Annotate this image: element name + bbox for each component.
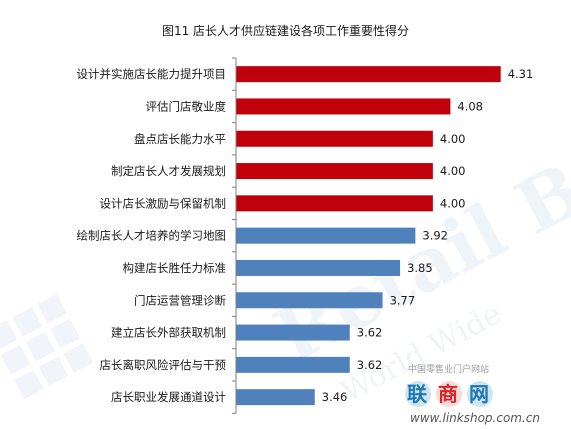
bars bbox=[236, 66, 501, 406]
value-label: 3.46 bbox=[322, 390, 348, 404]
category-label: 制定店长人才发展规划 bbox=[111, 164, 226, 178]
linkshop-logo-char-2: 商 bbox=[438, 382, 458, 406]
value-label: 3.62 bbox=[357, 326, 383, 340]
category-label: 设计店长激励与保留机制 bbox=[100, 196, 227, 210]
category-label: 建立店长外部获取机制 bbox=[111, 326, 226, 340]
category-label: 店长离职风险评估与干预 bbox=[100, 358, 227, 372]
value-label: 3.92 bbox=[422, 229, 448, 243]
bar bbox=[236, 259, 401, 276]
y-axis-ticks bbox=[232, 57, 236, 414]
value-label: 3.77 bbox=[390, 293, 416, 307]
linkshop-logo-char-3: 网 bbox=[469, 382, 489, 406]
bar bbox=[236, 389, 315, 406]
bar bbox=[236, 66, 501, 83]
value-label: 4.00 bbox=[440, 164, 466, 178]
value-labels: 4.31 4.08 4.00 4.00 4.00 3.92 3.85 3.77 3.62 3.62… bbox=[322, 67, 534, 404]
bar bbox=[236, 324, 350, 341]
bar bbox=[236, 98, 451, 115]
bar bbox=[236, 195, 433, 212]
bar bbox=[236, 227, 416, 244]
category-label: 盘点店长能力水平 bbox=[134, 132, 226, 146]
bar bbox=[236, 356, 350, 373]
bar bbox=[236, 163, 433, 180]
category-label: 门店运营管理诊断 bbox=[134, 293, 226, 307]
category-label: 绘制店长人才培养的学习地图 bbox=[77, 229, 227, 243]
category-label: 构建店长胜任力标准 bbox=[123, 261, 227, 275]
value-label: 4.00 bbox=[440, 132, 466, 146]
value-label: 4.08 bbox=[457, 99, 483, 113]
linkshop-logo-char-1: 联 bbox=[407, 382, 427, 406]
bar bbox=[236, 292, 383, 309]
linkshop-url: www.linkshop.com.cn bbox=[410, 411, 540, 425]
category-label: 设计并实施店长能力提升项目 bbox=[77, 67, 227, 81]
value-label: 4.31 bbox=[508, 67, 534, 81]
bar bbox=[236, 130, 433, 147]
linkshop-logo-circles bbox=[405, 381, 493, 407]
watermark-grid-logo bbox=[0, 293, 94, 400]
chart-title: 图11 店长人才供应链建设各项工作重要性得分 bbox=[161, 24, 410, 38]
linkshop-logo: 中国零售业门户网站 联 商 网 www.linkshop.com.cn bbox=[405, 363, 540, 425]
linkshop-site-name: 中国零售业门户网站 bbox=[408, 363, 489, 375]
value-label: 4.00 bbox=[440, 196, 466, 210]
category-label: 店长职业发展通道设计 bbox=[111, 390, 226, 404]
category-labels: 设计并实施店长能力提升项目评估门店敬业度盘点店长能力水平制定店长人才发展规划设计… bbox=[77, 67, 227, 404]
value-label: 3.62 bbox=[357, 358, 383, 372]
category-label: 评估门店敬业度 bbox=[146, 99, 227, 113]
value-label: 3.85 bbox=[407, 261, 433, 275]
